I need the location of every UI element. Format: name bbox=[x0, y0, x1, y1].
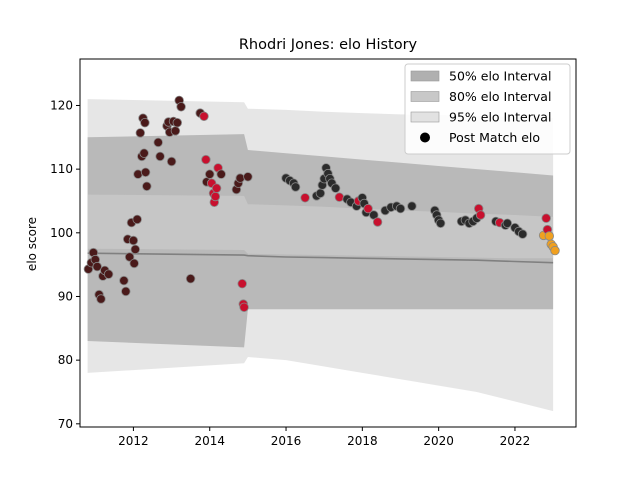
legend-swatch bbox=[410, 70, 440, 82]
legend-label: 95% elo Interval bbox=[449, 110, 551, 125]
post-match-point bbox=[300, 193, 310, 203]
legend-label: 80% elo Interval bbox=[449, 89, 551, 104]
post-match-point bbox=[363, 203, 373, 214]
post-match-point bbox=[121, 286, 131, 297]
y-tick-label: 100 bbox=[50, 226, 73, 240]
post-match-point bbox=[124, 252, 135, 262]
x-axis-ticks: 2012 2014 2016 2018 2020 2022 bbox=[118, 427, 530, 448]
y-tick-label: 110 bbox=[50, 162, 73, 176]
chart-title: Rhodri Jones: elo History bbox=[239, 37, 418, 53]
legend-label: Post Match elo bbox=[449, 130, 540, 145]
post-match-point bbox=[435, 218, 446, 229]
post-match-point bbox=[372, 217, 383, 227]
post-match-point bbox=[128, 235, 139, 246]
legend-label: 50% elo Interval bbox=[449, 69, 551, 84]
x-tick-label: 2014 bbox=[194, 434, 225, 448]
interval-bands bbox=[87, 99, 554, 412]
legend-swatch bbox=[410, 91, 440, 102]
post-match-point bbox=[211, 183, 222, 193]
post-match-point bbox=[290, 182, 301, 192]
plot-area bbox=[83, 95, 560, 412]
post-match-point bbox=[132, 214, 142, 225]
y-tick-label: 70 bbox=[58, 417, 73, 431]
y-axis-ticks: 70 80 90 100 110 120 bbox=[50, 98, 80, 431]
post-match-point bbox=[103, 269, 114, 279]
post-match-point bbox=[216, 169, 226, 179]
post-match-point bbox=[243, 172, 253, 182]
post-match-point bbox=[133, 169, 143, 179]
post-match-point bbox=[96, 294, 106, 304]
post-match-point bbox=[315, 188, 326, 199]
median-elo-line bbox=[87, 252, 554, 264]
post-match-point bbox=[541, 213, 551, 223]
x-tick-label: 2022 bbox=[500, 434, 531, 448]
post-match-point bbox=[502, 218, 513, 229]
x-tick-label: 2018 bbox=[347, 434, 378, 448]
post-match-point bbox=[334, 192, 345, 202]
legend: 50% elo Interval 80% elo Interval 95% elo … bbox=[404, 63, 571, 155]
post-match-point bbox=[176, 102, 186, 112]
post-match-point bbox=[235, 173, 245, 183]
post-match-point bbox=[129, 258, 139, 269]
y-tick-label: 90 bbox=[58, 289, 73, 303]
post-match-point bbox=[517, 229, 528, 239]
post-match-point bbox=[92, 261, 102, 272]
x-tick-label: 2012 bbox=[118, 434, 149, 448]
post-match-point bbox=[140, 117, 150, 128]
post-match-points bbox=[83, 95, 560, 313]
post-match-point bbox=[395, 203, 406, 214]
post-match-point bbox=[201, 154, 211, 165]
post-match-point bbox=[407, 201, 417, 211]
y-tick-label: 80 bbox=[58, 353, 73, 367]
post-match-point bbox=[119, 275, 129, 286]
post-match-point bbox=[172, 117, 183, 128]
y-axis-label: elo score bbox=[25, 217, 39, 271]
post-match-point bbox=[550, 245, 560, 256]
post-match-point bbox=[142, 181, 152, 192]
post-match-point bbox=[204, 169, 215, 179]
post-match-point bbox=[475, 210, 486, 220]
post-match-point bbox=[155, 151, 165, 162]
post-match-point bbox=[237, 279, 247, 289]
post-match-point bbox=[170, 126, 181, 136]
legend-swatch bbox=[410, 111, 440, 123]
post-match-point bbox=[185, 274, 196, 284]
post-match-point bbox=[239, 302, 249, 313]
post-match-point bbox=[166, 156, 177, 167]
post-match-point bbox=[210, 191, 221, 202]
median-line bbox=[87, 252, 554, 264]
post-match-point bbox=[135, 128, 146, 138]
legend-marker bbox=[420, 132, 430, 143]
plot-frame bbox=[79, 58, 577, 428]
y-tick-label: 120 bbox=[50, 98, 73, 112]
post-match-point bbox=[330, 183, 341, 193]
x-tick-label: 2020 bbox=[423, 434, 454, 448]
post-match-point bbox=[153, 137, 163, 148]
interval-band-80 bbox=[87, 194, 554, 259]
x-tick-label: 2016 bbox=[271, 434, 302, 448]
post-match-point bbox=[199, 111, 209, 122]
post-match-point bbox=[140, 167, 151, 178]
post-match-point bbox=[544, 231, 555, 241]
post-match-point bbox=[139, 148, 149, 158]
post-match-point bbox=[130, 244, 141, 255]
legend-box bbox=[404, 63, 571, 155]
